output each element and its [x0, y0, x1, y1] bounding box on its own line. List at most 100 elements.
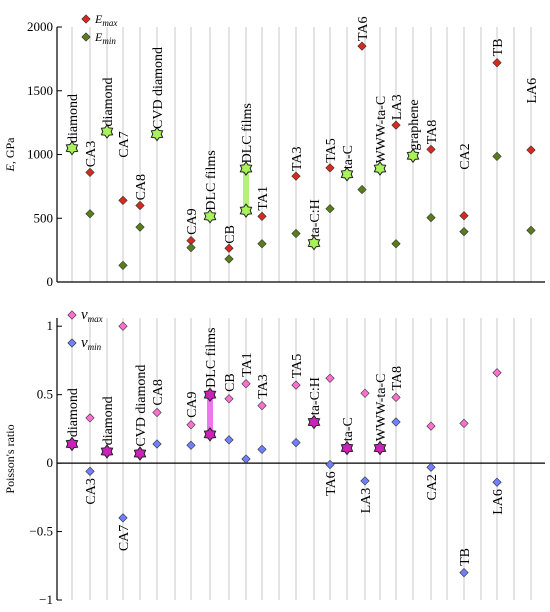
panel1-point-label: CA3: [84, 141, 99, 167]
panel1-star-point: [65, 140, 79, 156]
panel2-point-label: TA6: [324, 471, 339, 496]
panel1-point-label: DLC films: [240, 103, 255, 163]
panel1-max-point: [224, 243, 234, 253]
panel1-min-point: [85, 209, 95, 219]
panel1-point-label: CVD diamond: [151, 47, 166, 129]
panel1-max-point: [325, 163, 335, 173]
panel2-min-point: [85, 466, 95, 476]
panel2-max-point: [426, 421, 436, 431]
panel2-star-point: [373, 440, 387, 456]
panel2-min-point: [152, 439, 162, 449]
panel2-max-point: [186, 420, 196, 430]
panel1-star-point: [373, 161, 387, 176]
panel1-min-point: [325, 204, 335, 214]
panel2-min-point: [291, 437, 301, 448]
panel2-point-label: CA8: [151, 379, 166, 405]
panel2-max-point: [360, 388, 370, 398]
panel1-max-point: [357, 41, 367, 51]
panel2-min-point: [257, 444, 267, 455]
panel2-max-point: [391, 392, 401, 403]
panel2-max-point: [291, 380, 301, 390]
panel2-star-point: [203, 427, 217, 442]
panel1-max-point: [391, 120, 401, 130]
panel2-point-label: CB: [223, 373, 238, 392]
panel2-point-label: CA9: [185, 391, 200, 417]
panel1-point-label: CA9: [185, 208, 200, 234]
panel2-point-label: CA3: [84, 478, 99, 504]
panel1-y-tick-label: 0: [47, 274, 54, 289]
panel1-point-label: DLC films: [204, 150, 219, 210]
panel2-star-point: [340, 440, 354, 456]
panel1-legend-label: Emin: [94, 30, 116, 46]
panel2-point-label: CA7: [117, 525, 132, 551]
panel1-point-label: diamond: [66, 94, 81, 143]
panel2-point-label: LA6: [491, 489, 506, 515]
panel1-min-point: [186, 242, 196, 253]
panel2-point-label: TA3: [256, 374, 271, 399]
panel1-point-label: TA1: [256, 186, 271, 211]
panel2-point-label: CA2: [425, 474, 440, 500]
panel1-min-point: [426, 212, 436, 223]
panel1-min-point: [135, 222, 145, 232]
panel1-star-point: [406, 148, 420, 164]
panel2-y-axis-label: Poisson's ratio: [3, 424, 17, 493]
panel2-point-label: LA3: [359, 488, 374, 514]
panel2-min-point: [459, 567, 469, 578]
panel2-max-point: [459, 418, 469, 429]
panel2-point-label: DLC films: [204, 328, 219, 388]
panel2-point-label: TA8: [390, 366, 405, 391]
panel2-y-tick-label: 0: [47, 455, 54, 470]
panel2-max-point: [492, 368, 502, 378]
panel1-max-point: [459, 211, 469, 221]
panel2-min-point: [492, 477, 502, 487]
panel1-point-label: graphene: [407, 99, 422, 150]
panel1-point-label: TB: [491, 38, 506, 56]
panel1-max-point: [426, 144, 436, 155]
panel1-min-point: [357, 184, 367, 195]
panel1-min-point: [492, 151, 502, 162]
panel2-star-point: [133, 446, 147, 461]
panel2-min-point: [325, 459, 335, 470]
panel2-min-point: [241, 454, 251, 464]
panel1-star-point: [239, 203, 253, 218]
panel1-max-point: [492, 58, 502, 68]
panel1-max-point: [135, 200, 145, 211]
panel2-star-point: [65, 436, 79, 452]
panel1-point-label: ta-C:H: [308, 199, 323, 237]
panel2-point-label: diamond: [66, 388, 81, 437]
panel2-legend-marker: [67, 338, 77, 348]
panel1-y-tick-label: 500: [34, 210, 54, 225]
panel2-point-label: TA1: [240, 352, 255, 377]
panel1-point-label: TA5: [324, 138, 339, 163]
panel1-max-point: [526, 145, 536, 155]
panel2-range-bar: [207, 394, 213, 435]
panel1-point-label: WWW-ta-C: [374, 96, 389, 164]
panel2-legend-label: νmin: [81, 335, 102, 352]
panel1-y-tick-label: 1000: [27, 147, 53, 162]
panel1-star-point: [239, 161, 253, 176]
panel2-min-point: [118, 513, 128, 523]
panel1-star-point: [307, 235, 321, 251]
panel1-min-point: [526, 225, 536, 235]
panel2-star-point: [307, 414, 321, 430]
panel1-star-point: [340, 166, 354, 182]
panel2-max-point: [118, 321, 128, 331]
panel1-point-label: ta-C: [341, 145, 356, 169]
panel2-y-tick-label: −1: [39, 592, 53, 607]
panel2-min-point: [186, 440, 196, 450]
panel1-max-point: [85, 167, 95, 177]
panel2-min-point: [426, 462, 436, 472]
panel2-min-point: [391, 417, 401, 427]
panel1-star-point: [150, 126, 164, 142]
panel1-y-axis-label: E, GPa: [3, 137, 17, 173]
panel2-max-point: [241, 379, 251, 389]
panel1-point-label: TA3: [290, 147, 305, 172]
panel2-point-label: TA5: [290, 354, 305, 379]
panel2-star-point: [100, 444, 114, 459]
panel1-point-label: TA6: [356, 16, 371, 41]
panel2-max-point: [325, 373, 335, 383]
panel1-min-point: [118, 260, 128, 271]
panel2-point-label: CVD diamond: [134, 365, 149, 447]
panel2-y-tick-label: −0.5: [29, 524, 53, 539]
